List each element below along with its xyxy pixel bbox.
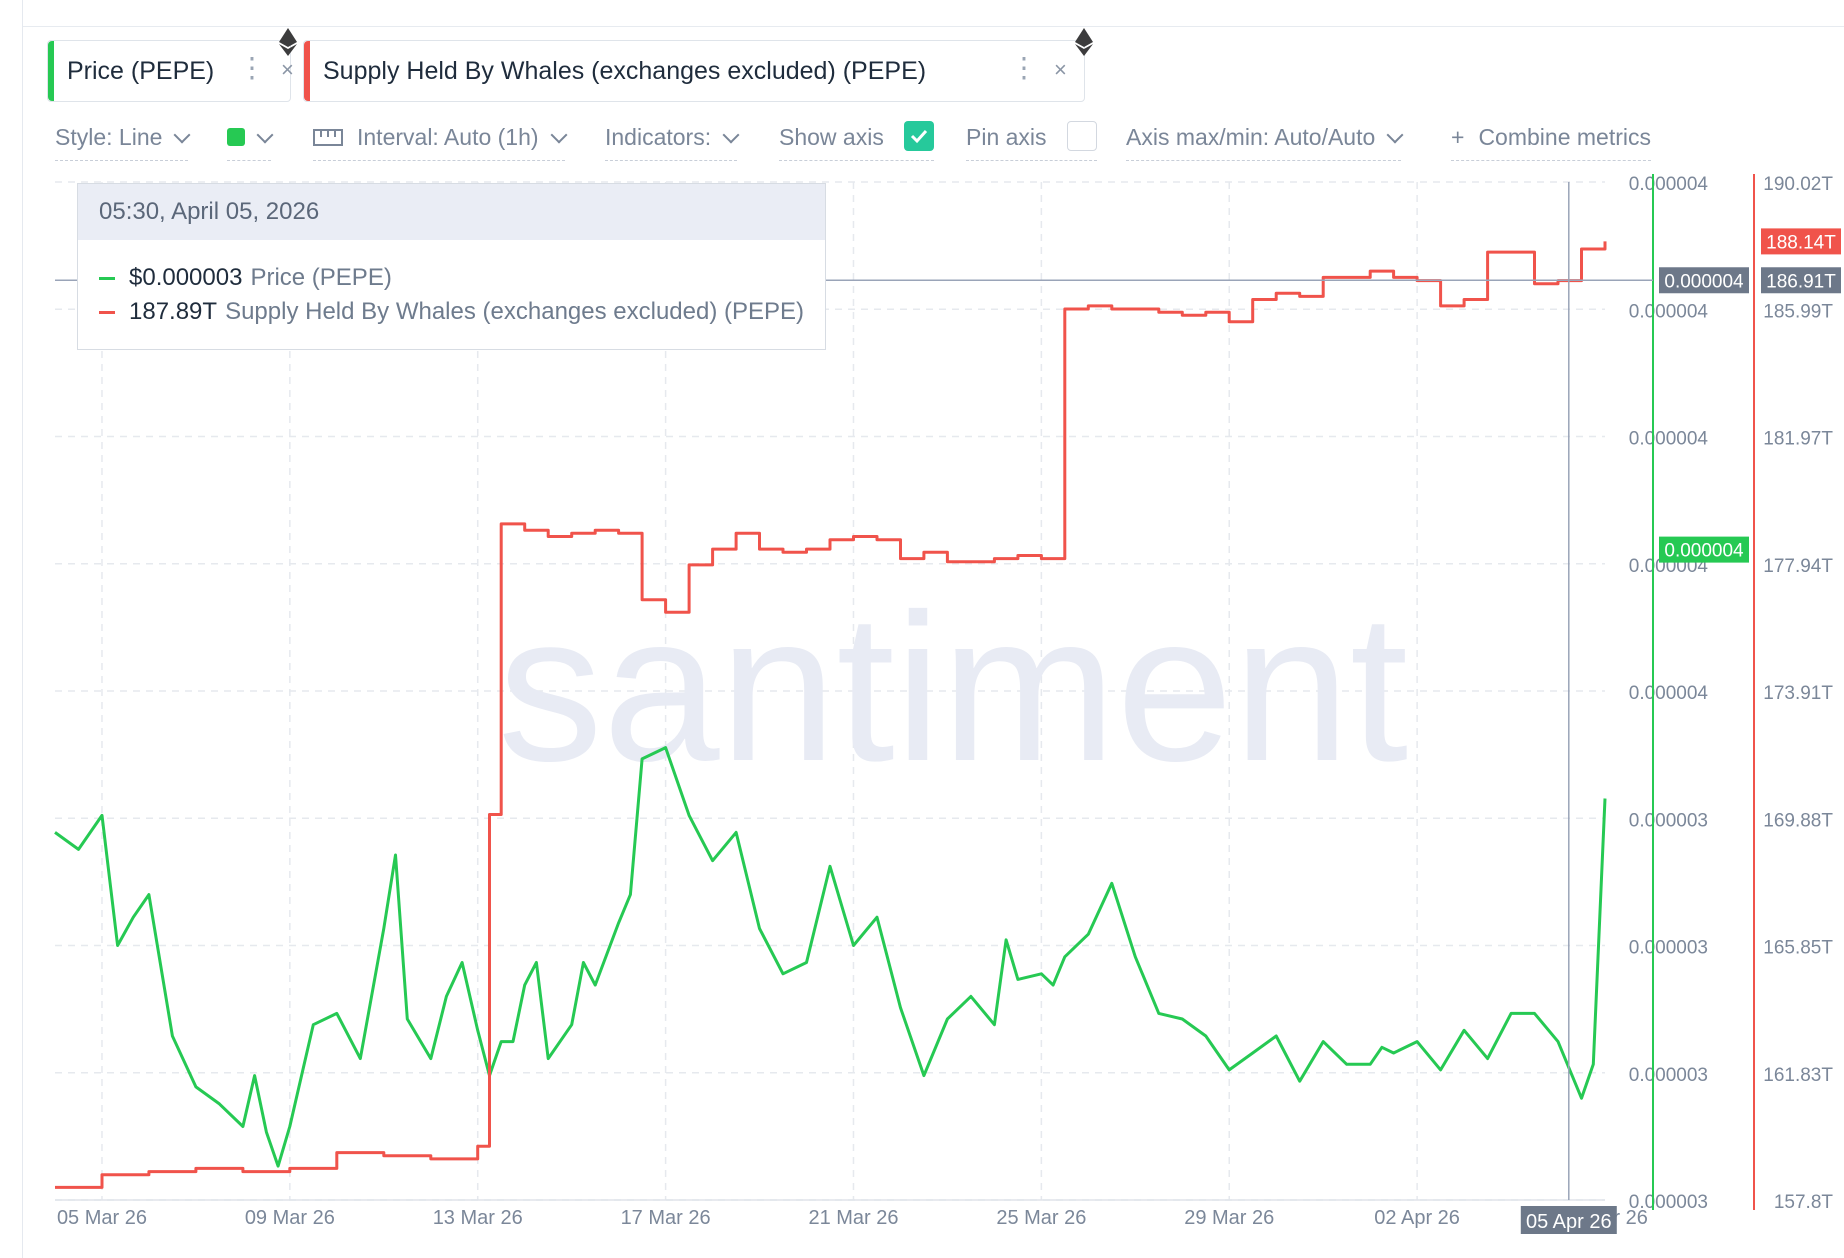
- tooltip-row-price: $0.000003 Price (PEPE): [99, 264, 392, 292]
- pin-axis-toggle[interactable]: Pin axis: [966, 121, 1097, 161]
- chevron-down-icon: [550, 126, 568, 144]
- chevron-down-icon: [722, 126, 740, 144]
- legend-dash: [99, 277, 115, 281]
- last-supply-label: 188.14T: [1766, 232, 1836, 253]
- metric-tab-label: Price (PEPE): [67, 56, 215, 85]
- supply-axis-tick-label: 177.94T: [1763, 556, 1833, 577]
- close-icon[interactable]: ×: [1054, 57, 1067, 82]
- watermark-text: santiment: [498, 570, 1408, 805]
- more-options-icon[interactable]: ⋮: [238, 52, 266, 83]
- crosshair-supply-badge: [1761, 267, 1841, 294]
- last-supply-badge: [1761, 228, 1841, 255]
- last-price-badge: [1659, 536, 1749, 563]
- chevron-down-icon: [173, 126, 191, 144]
- x-axis-tick-label: 29 Mar 26: [1184, 1207, 1274, 1229]
- axis-maxmin-label: Axis max/min: Auto/Auto: [1126, 124, 1376, 150]
- price-axis-tick-label: 0.000003: [1629, 1192, 1708, 1213]
- axis-maxmin-dropdown[interactable]: Axis max/min: Auto/Auto: [1126, 124, 1404, 161]
- chart[interactable]: 0.000004 190.02T 0.000004 185.99T 0.000004 18…: [23, 170, 1844, 1258]
- last-price-label: 0.000004: [1664, 541, 1744, 562]
- more-options-icon[interactable]: ⋮: [1010, 52, 1038, 83]
- price-axis-tick-label: 0.000004: [1629, 683, 1709, 704]
- style-label: Style: Line: [55, 124, 163, 150]
- metric-tab-price[interactable]: Price (PEPE) ⋮ ×: [47, 28, 297, 102]
- crosshair-x-label: 05 Apr 26: [1526, 1211, 1612, 1233]
- supply-axis-tick-label: 190.02T: [1763, 174, 1833, 195]
- indicators-label: Indicators:: [605, 124, 712, 150]
- crosshair-price-label: 0.000004: [1664, 271, 1744, 292]
- crosshair-tooltip: 05:30, April 05, 2026 $0.000003 Price (PE…: [77, 183, 826, 350]
- supply-series-line: [55, 241, 1607, 1189]
- close-icon[interactable]: ×: [281, 57, 294, 82]
- tooltip-metric-name: Price (PEPE): [250, 264, 392, 291]
- price-axis-tick-label: 0.000004: [1629, 301, 1709, 322]
- interval-dropdown[interactable]: Interval: Auto (1h): [313, 124, 568, 161]
- x-axis-tick-label: 09 Mar 26: [245, 1207, 335, 1229]
- supply-axis-tick-label: 185.99T: [1763, 301, 1833, 322]
- tooltip-row-supply: 187.89T Supply Held By Whales (exchanges …: [99, 298, 804, 326]
- pin-axis-checkbox[interactable]: [1066, 121, 1097, 151]
- crosshair-x-badge: [1520, 1206, 1617, 1234]
- metric-color-bar: [48, 41, 54, 101]
- tooltip-metric-name: Supply Held By Whales (exchanges exclude…: [225, 298, 805, 325]
- ruler-icon: [313, 128, 343, 146]
- show-axis-checkbox[interactable]: [904, 121, 935, 151]
- chevron-down-icon: [1386, 126, 1404, 144]
- crosshair-price-badge: [1659, 267, 1749, 294]
- check-icon: [911, 129, 928, 144]
- price-axis-tick-label: 0.000003: [1629, 810, 1708, 831]
- supply-axis-tick-label: 165.85T: [1763, 938, 1833, 959]
- supply-axis-tick-label: 181.97T: [1763, 429, 1833, 450]
- price-series-line: [54, 746, 1607, 1168]
- crosshair-supply-label: 186.91T: [1766, 271, 1836, 292]
- metric-color-bar: [304, 41, 310, 101]
- indicators-dropdown[interactable]: Indicators:: [605, 124, 740, 161]
- color-swatch: [227, 127, 245, 146]
- tooltip-date: 05:30, April 05, 2026: [78, 184, 825, 240]
- x-axis-tick-label: 05 Mar 26: [57, 1207, 147, 1229]
- supply-axis-tick-label: 161.83T: [1763, 1065, 1833, 1086]
- x-axis-tick-label: 17 Mar 26: [621, 1207, 711, 1229]
- metric-tab-whale-supply[interactable]: Supply Held By Whales (exchanges exclude…: [303, 28, 1093, 102]
- combine-metrics-button[interactable]: + Combine metrics: [1451, 124, 1651, 161]
- style-dropdown[interactable]: Style: Line: [55, 124, 191, 161]
- color-picker[interactable]: [227, 124, 274, 161]
- top-divider: [23, 26, 1844, 27]
- price-axis-tick-label: 0.000004: [1629, 429, 1709, 450]
- combine-metrics-label: Combine metrics: [1478, 124, 1651, 150]
- supply-axis-tick-label: 169.88T: [1763, 810, 1833, 831]
- metric-tab-label: Supply Held By Whales (exchanges exclude…: [323, 56, 927, 85]
- supply-axis-tick-label: 173.91T: [1763, 683, 1833, 704]
- ethereum-icon: [1075, 28, 1093, 56]
- tooltip-value: $0.000003: [129, 264, 243, 291]
- supply-axis-tick-label: 157.8T: [1774, 1192, 1834, 1213]
- legend-dash: [99, 311, 115, 315]
- price-axis-tick-label: 0.000004: [1629, 174, 1709, 195]
- price-axis-tick-label: 0.000003: [1629, 938, 1708, 959]
- x-axis-tick-label: 13 Mar 26: [433, 1207, 523, 1229]
- x-axis-tick-label: 25 Mar 26: [996, 1207, 1086, 1229]
- price-axis-tick-label: 0.000003: [1629, 1065, 1708, 1086]
- x-axis-tick-label: 21 Mar 26: [808, 1207, 898, 1229]
- pin-axis-label: Pin axis: [966, 124, 1047, 151]
- ethereum-icon: [279, 28, 297, 56]
- plus-icon: +: [1451, 124, 1465, 150]
- show-axis-toggle[interactable]: Show axis: [779, 121, 935, 161]
- chevron-down-icon: [256, 126, 274, 144]
- chart-page: Price (PEPE) ⋮ × Supply Held By Whales (…: [22, 0, 1844, 1258]
- show-axis-label: Show axis: [779, 124, 884, 151]
- interval-label: Interval: Auto (1h): [357, 124, 539, 150]
- x-axis-tick-label: 02 Apr 26: [1374, 1207, 1460, 1229]
- tooltip-value: 187.89T: [129, 298, 218, 325]
